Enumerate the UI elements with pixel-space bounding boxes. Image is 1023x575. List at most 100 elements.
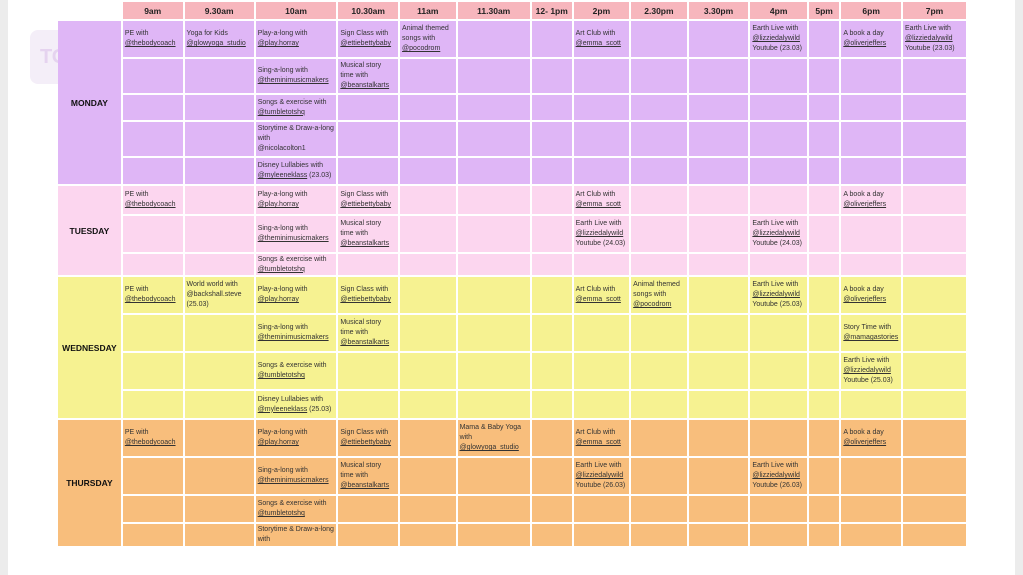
activity-text: Musical story time with	[340, 62, 382, 79]
handle-link[interactable]: @ettiebettybaby	[340, 201, 392, 208]
handle-link[interactable]: @play.horray	[257, 439, 299, 446]
handle-link[interactable]: @thebodycoach	[124, 296, 176, 303]
empty-cell	[573, 353, 630, 389]
handle-link[interactable]: @thebodycoach	[124, 439, 176, 446]
empty-cell	[841, 524, 902, 546]
activity-text: PE with	[124, 191, 149, 198]
handle-link[interactable]: @myleeneklass	[257, 405, 308, 413]
handle-link[interactable]: @ettiebettybaby	[340, 40, 392, 47]
handle-link[interactable]: @theminimusicmakers	[257, 334, 329, 341]
handle-link[interactable]: @theminimusicmakers	[257, 477, 329, 484]
empty-cell	[631, 254, 687, 275]
empty-cell	[688, 315, 749, 351]
empty-cell	[841, 458, 902, 494]
handle-link[interactable]: @play.horray	[257, 296, 299, 303]
activity-note: (25.03)	[186, 301, 209, 308]
empty-cell	[400, 95, 456, 120]
handle-link[interactable]: @thebodycoach	[124, 40, 176, 47]
handle-link[interactable]: @lizziedalywild	[752, 291, 800, 298]
handle-link[interactable]: @tumbletotshq	[257, 108, 305, 116]
time-header: 9.30am	[184, 2, 254, 19]
activity-text: Sign Class with	[340, 191, 389, 198]
empty-cell	[184, 59, 254, 93]
schedule-row: Storytime & Draw-a-long with	[58, 524, 966, 546]
handle-link[interactable]: @beanstalkarts	[340, 339, 390, 346]
handle-link[interactable]: @beanstalkarts	[340, 240, 390, 247]
handle-link[interactable]: @beanstalkarts	[340, 482, 390, 489]
handle-link[interactable]: @theminimusicmakers	[257, 235, 329, 242]
activity-cell: Storytime & Draw-a-long with	[255, 524, 337, 546]
activity-cell: PE with @thebodycoach	[122, 420, 183, 456]
activity-cell: Mama & Baby Yoga with @glowyoga_studio	[457, 420, 530, 456]
handle-link[interactable]: @emma_scott	[575, 40, 621, 47]
empty-cell	[903, 158, 966, 184]
handle-link[interactable]: @glowyoga_studio	[186, 40, 246, 47]
handle-text: @backshall.steve	[186, 291, 242, 298]
empty-cell	[531, 216, 572, 252]
empty-cell	[688, 458, 749, 494]
activity-cell: Sign Class with @ettiebettybaby	[338, 420, 399, 456]
empty-cell	[573, 158, 630, 184]
handle-link[interactable]: @lizziedalywild	[752, 35, 800, 42]
handle-link[interactable]: @oliverjeffers	[843, 201, 887, 208]
handle-link[interactable]: @mamagastories	[843, 334, 899, 341]
activity-note: (25.03)	[309, 405, 332, 413]
handle-link[interactable]: @oliverjeffers	[843, 40, 887, 47]
empty-cell	[631, 59, 687, 93]
activity-text: Sing-a-long with	[257, 67, 308, 74]
empty-cell	[400, 458, 456, 494]
handle-link[interactable]: @lizziedalywild	[752, 472, 800, 479]
handle-link[interactable]: @thebodycoach	[124, 201, 176, 208]
handle-link[interactable]: @beanstalkarts	[340, 82, 390, 89]
handle-link[interactable]: @lizziedalywild	[905, 35, 953, 42]
schedule-row: TUESDAY PE with @thebodycoach Play-a-long…	[58, 186, 966, 275]
empty-cell	[750, 122, 807, 156]
handle-link[interactable]: @emma_scott	[575, 201, 621, 208]
handle-link[interactable]: @lizziedalywild	[752, 230, 800, 237]
handle-link[interactable]: @ettiebettybaby	[340, 439, 392, 446]
handle-link[interactable]: @lizziedalywild	[575, 230, 624, 237]
empty-cell	[338, 524, 399, 546]
handle-link[interactable]: @pocodrom	[633, 301, 672, 308]
handle-link[interactable]: @play.horray	[257, 201, 299, 208]
handle-link[interactable]: @myleeneklass	[257, 172, 308, 179]
handle-link[interactable]: @tumbletotshq	[257, 265, 305, 273]
activity-cell: Earth Live with @lizziedalywild Youtube (2…	[903, 21, 966, 57]
empty-cell	[184, 315, 254, 351]
time-header: 11.30am	[457, 2, 530, 19]
handle-link[interactable]: @oliverjeffers	[843, 439, 887, 446]
empty-cell	[631, 524, 687, 546]
handle-link[interactable]: @pocodrom	[402, 45, 441, 52]
empty-cell	[841, 254, 902, 275]
activity-text: Songs & exercise with	[257, 362, 327, 369]
handle-link[interactable]: @glowyoga_studio	[459, 444, 519, 451]
empty-cell	[457, 21, 530, 57]
handle-link[interactable]: @emma_scott	[575, 439, 621, 446]
handle-link[interactable]: @tumbletotshq	[257, 510, 305, 517]
empty-cell	[903, 353, 966, 389]
time-header: 7pm	[903, 2, 966, 19]
handle-link[interactable]: @lizziedalywild	[843, 367, 891, 374]
handle-link[interactable]: @emma_scott	[575, 296, 621, 303]
handle-link[interactable]: @ettiebettybaby	[340, 296, 392, 303]
schedule-row: Sing-a-long with @theminimusicmakers Musi…	[58, 458, 966, 494]
activity-text: A book a day	[843, 286, 884, 293]
activity-cell: Animal themed songs with @pocodrom	[400, 21, 456, 57]
empty-cell	[573, 122, 630, 156]
handle-link[interactable]: @play.horray	[257, 40, 299, 47]
empty-cell	[808, 315, 840, 351]
activity-text: Mama & Baby Yoga with	[459, 424, 522, 441]
activity-text: Musical story time with	[340, 220, 382, 237]
handle-link[interactable]: @theminimusicmakers	[257, 77, 329, 84]
activity-text: Disney Lullabies with	[257, 162, 324, 169]
handle-link[interactable]: @oliverjeffers	[843, 296, 887, 303]
activity-cell: A book a day @oliverjeffers	[841, 21, 902, 57]
empty-cell	[808, 458, 840, 494]
empty-cell	[184, 254, 254, 275]
handle-link[interactable]: @tumbletotshq	[257, 372, 305, 379]
handle-link[interactable]: @lizziedalywild	[575, 472, 624, 479]
activity-note: Youtube (23.03)	[752, 45, 802, 52]
activity-cell: Songs & exercise with @tumbletotshq	[255, 254, 337, 275]
empty-cell	[631, 122, 687, 156]
empty-cell	[184, 158, 254, 184]
